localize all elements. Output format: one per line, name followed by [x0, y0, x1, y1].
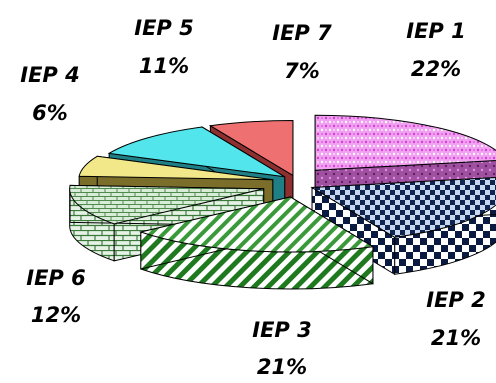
slice-value-label: 12% [31, 303, 81, 327]
slice-value-label: 11% [139, 54, 189, 78]
slice-label: IEP 3 [252, 318, 311, 342]
pie-slice-top [78, 155, 273, 181]
slice-value-label: 6% [32, 101, 68, 125]
slice-label: IEP 2 [426, 288, 485, 312]
pie-slices [69, 114, 496, 290]
pie-slice-top [310, 177, 496, 238]
pie-labels: IEP 1 22% IEP 2 21% IEP 3 21% IEP 6 12% IEP 4 6% I… [20, 16, 485, 379]
pie-slice-top [107, 126, 285, 178]
slice-label: IEP 5 [134, 16, 193, 40]
pie-slice-iep-3 [139, 196, 375, 290]
pie-slice-iep-2 [310, 177, 496, 276]
slice-label: IEP 7 [272, 21, 332, 45]
slice-label: IEP 1 [406, 19, 465, 43]
slice-value-label: 7% [284, 59, 320, 83]
slice-value-label: 22% [411, 57, 461, 81]
slice-value-label: 21% [257, 355, 307, 378]
slice-value-label: 21% [431, 326, 481, 350]
pie-slice-top [139, 196, 375, 253]
pie-slice-top [69, 184, 264, 225]
pie-slice-top [208, 119, 294, 177]
pie-slice-top [314, 114, 496, 171]
slice-label: IEP 4 [20, 63, 79, 87]
slice-label: IEP 6 [26, 266, 85, 290]
